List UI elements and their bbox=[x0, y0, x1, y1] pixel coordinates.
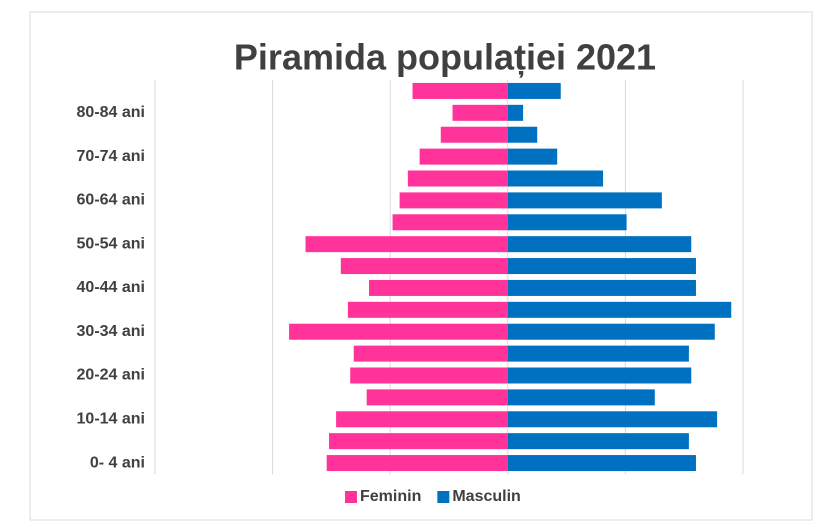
legend-swatch bbox=[345, 491, 357, 503]
y-tick-label: 80-84 ani bbox=[77, 104, 145, 121]
bar bbox=[507, 301, 732, 318]
bar bbox=[407, 170, 508, 187]
bar bbox=[289, 323, 508, 340]
bar bbox=[336, 411, 508, 428]
bar bbox=[347, 301, 508, 318]
y-tick-label: 10-14 ani bbox=[77, 410, 145, 427]
bar bbox=[326, 455, 508, 472]
bar bbox=[412, 82, 508, 99]
bar bbox=[507, 323, 715, 340]
bar bbox=[340, 258, 508, 275]
legend-label: Feminin bbox=[360, 488, 421, 505]
bar bbox=[507, 345, 689, 362]
bar bbox=[329, 433, 508, 450]
bar bbox=[507, 214, 627, 231]
y-tick-label: 0- 4 ani bbox=[90, 454, 145, 471]
bar bbox=[507, 192, 662, 209]
bar bbox=[507, 236, 692, 253]
bar bbox=[507, 455, 696, 472]
bar bbox=[507, 258, 696, 275]
y-tick-label: 40-44 ani bbox=[77, 279, 145, 296]
bar bbox=[507, 433, 689, 450]
y-tick-label: 20-24 ani bbox=[77, 367, 145, 384]
bar bbox=[440, 126, 508, 143]
bar bbox=[507, 82, 561, 99]
bar bbox=[369, 279, 508, 296]
bar bbox=[305, 236, 508, 253]
legend-label: Masculin bbox=[452, 488, 520, 505]
legend-swatch bbox=[437, 491, 450, 503]
bar bbox=[507, 104, 524, 121]
y-tick-label: 30-34 ani bbox=[77, 323, 145, 340]
chart-title: Piramida populației 2021 bbox=[234, 37, 656, 79]
bar bbox=[366, 389, 508, 406]
bar bbox=[353, 345, 508, 362]
bar bbox=[507, 126, 538, 143]
y-tick-label: 60-64 ani bbox=[77, 192, 145, 209]
y-tick-label: 50-54 ani bbox=[77, 235, 145, 252]
bar bbox=[507, 411, 718, 428]
bar bbox=[399, 192, 508, 209]
bar bbox=[452, 104, 508, 121]
y-tick-label: 70-74 ani bbox=[77, 148, 145, 165]
bar bbox=[507, 389, 655, 406]
bar bbox=[419, 148, 508, 165]
bar bbox=[507, 170, 604, 187]
bar bbox=[507, 279, 696, 296]
bar bbox=[507, 367, 692, 384]
bar bbox=[507, 148, 558, 165]
bar bbox=[392, 214, 508, 231]
bar bbox=[350, 367, 508, 384]
